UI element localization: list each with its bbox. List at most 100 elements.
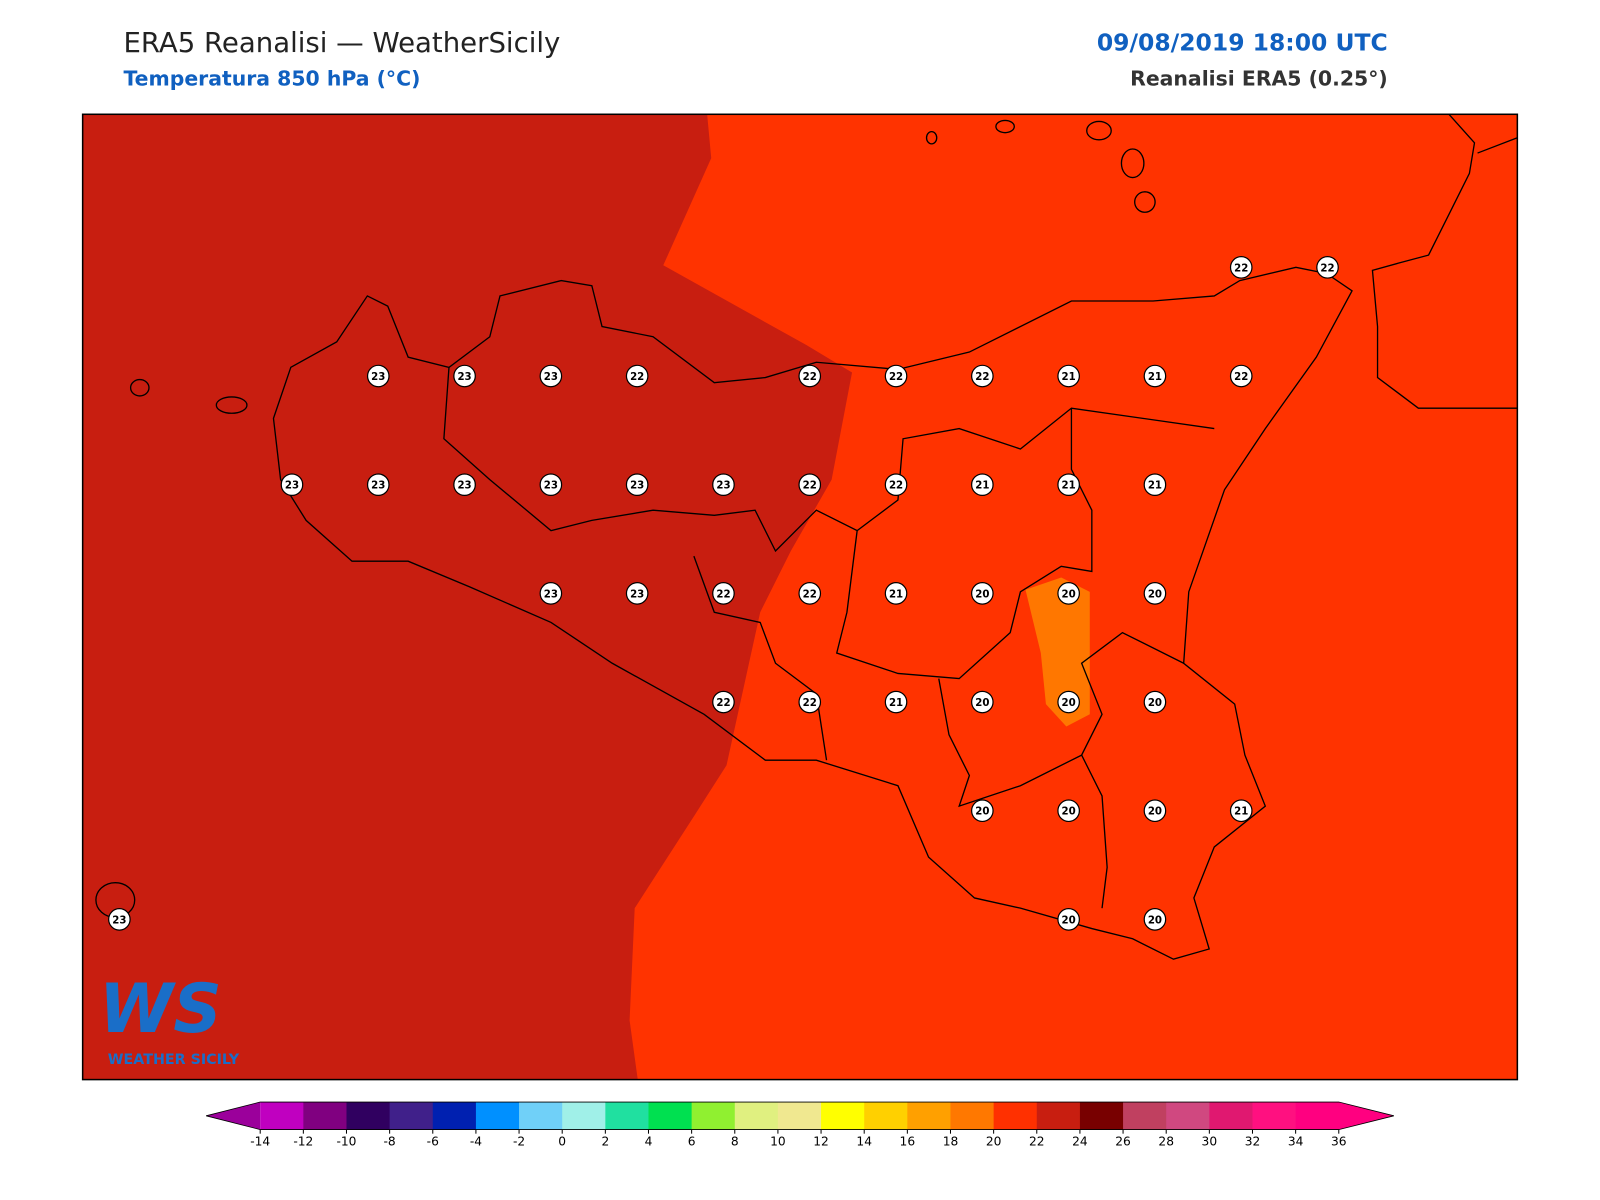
calabria-coast bbox=[1477, 137, 1518, 154]
station-value: 20 bbox=[1062, 915, 1076, 926]
station-marker bbox=[453, 473, 476, 497]
station-value: 21 bbox=[1234, 807, 1248, 818]
station-marker bbox=[884, 582, 908, 605]
colorbar-tick-label: -2 bbox=[513, 1134, 525, 1148]
date: 09/08/2019 18:00 UTC bbox=[1097, 28, 1388, 56]
colorbar-tick-label: 10 bbox=[770, 1134, 786, 1148]
station-value: 20 bbox=[975, 589, 989, 600]
colorbar-segment bbox=[562, 1102, 606, 1130]
colorbar-segment bbox=[389, 1102, 434, 1130]
station-value: 23 bbox=[285, 481, 299, 492]
station-marker bbox=[798, 364, 822, 388]
colorbar-segment bbox=[1209, 1102, 1254, 1130]
station-value: 20 bbox=[1062, 698, 1076, 709]
colorbar-tick-label: 16 bbox=[900, 1134, 916, 1148]
station-value: 21 bbox=[975, 481, 989, 492]
colorbar-segment bbox=[1295, 1102, 1340, 1130]
station-marker bbox=[366, 364, 390, 388]
source: Reanalisi ERA5 (0.25°) bbox=[1130, 67, 1388, 91]
island bbox=[1134, 191, 1156, 213]
colorbar-segment bbox=[907, 1102, 951, 1130]
stations: 22 22 23 23 23 22 22 22 22 21 21 22 23 23 23 23 23 23 22 22… bbox=[108, 256, 1339, 931]
station-value: 22 bbox=[803, 698, 817, 709]
colorbar-tick-label: 2 bbox=[601, 1134, 609, 1148]
logo: WS WEATHER SICILY bbox=[99, 969, 240, 1068]
colorbar-tick-label: 8 bbox=[731, 1134, 739, 1148]
station-marker bbox=[1143, 908, 1167, 931]
colorbar-tick-label: 28 bbox=[1158, 1134, 1174, 1148]
colorbar-segment bbox=[303, 1102, 347, 1130]
colorbar-segment bbox=[691, 1102, 736, 1130]
station-value: 21 bbox=[889, 698, 903, 709]
colorbar-segment bbox=[864, 1102, 908, 1130]
colorbar-tick-label: 18 bbox=[943, 1134, 959, 1148]
station-marker bbox=[971, 473, 994, 497]
station-marker bbox=[1057, 908, 1080, 931]
colorbar-segment bbox=[1036, 1102, 1081, 1130]
colorbar-under bbox=[206, 1102, 261, 1130]
station-value: 21 bbox=[1148, 372, 1162, 383]
station-marker bbox=[1316, 256, 1339, 279]
province-border bbox=[938, 631, 1184, 808]
colorbar-tick-label: -10 bbox=[336, 1134, 356, 1148]
station-marker bbox=[1057, 473, 1080, 497]
province-border bbox=[835, 408, 1093, 680]
colorbar-segment bbox=[1079, 1102, 1124, 1130]
station-marker bbox=[884, 364, 908, 388]
logo-mark: WS bbox=[99, 969, 222, 1048]
province-border bbox=[443, 367, 1215, 553]
station-value: 23 bbox=[371, 372, 385, 383]
island bbox=[1086, 120, 1112, 141]
station-marker bbox=[712, 582, 735, 605]
station-value: 22 bbox=[803, 589, 817, 600]
station-value: 20 bbox=[1148, 915, 1162, 926]
station-value: 21 bbox=[1148, 481, 1162, 492]
colorbar-over bbox=[1338, 1102, 1394, 1130]
station-value: 23 bbox=[457, 481, 471, 492]
colorbar-segment bbox=[432, 1102, 477, 1130]
station-value: 20 bbox=[1148, 589, 1162, 600]
station-marker bbox=[539, 364, 563, 388]
station-value: 22 bbox=[1234, 263, 1248, 274]
station-marker bbox=[971, 364, 994, 388]
station-marker bbox=[971, 582, 994, 605]
colorbar-tick-label: 34 bbox=[1288, 1134, 1304, 1148]
station-marker bbox=[1143, 690, 1167, 714]
station-value: 23 bbox=[544, 589, 558, 600]
band-18-20 bbox=[1025, 577, 1090, 727]
colorbar-tick-label: -4 bbox=[470, 1134, 482, 1148]
station-marker bbox=[453, 364, 476, 388]
station-value: 20 bbox=[975, 807, 989, 818]
sicily-coast bbox=[272, 266, 1353, 960]
station-marker bbox=[108, 908, 131, 931]
station-value: 22 bbox=[716, 698, 730, 709]
colorbar-segment bbox=[1123, 1102, 1167, 1130]
colorbar-tick-label: 24 bbox=[1072, 1134, 1088, 1148]
colorbar-tick-label: 30 bbox=[1202, 1134, 1218, 1148]
station-marker bbox=[884, 690, 908, 714]
station-marker bbox=[539, 582, 563, 605]
station-marker bbox=[625, 364, 649, 388]
title: ERA5 Reanalisi — WeatherSicily bbox=[123, 27, 560, 59]
colorbar: -14 -12 -10 -8 -6 -4 -2 0 2 4 6 8 10 12 14 16 18 20 22 24 26… bbox=[206, 1101, 1394, 1148]
station-marker bbox=[1229, 799, 1253, 823]
station-marker bbox=[971, 799, 994, 823]
station-marker bbox=[366, 473, 390, 497]
station-marker bbox=[1057, 582, 1080, 605]
station-marker bbox=[1057, 799, 1080, 823]
colorbar-tick-label: 0 bbox=[558, 1134, 566, 1148]
station-value: 21 bbox=[1062, 481, 1076, 492]
station-value: 23 bbox=[371, 481, 385, 492]
station-value: 22 bbox=[803, 481, 817, 492]
map-frame bbox=[81, 113, 1519, 1081]
colorbar-segment bbox=[605, 1102, 649, 1130]
station-marker bbox=[971, 690, 994, 714]
colorbar-tick-label: 12 bbox=[813, 1134, 829, 1148]
station-value: 23 bbox=[716, 481, 730, 492]
station-marker bbox=[798, 582, 822, 605]
station-value: 22 bbox=[889, 372, 903, 383]
station-value: 22 bbox=[716, 589, 730, 600]
